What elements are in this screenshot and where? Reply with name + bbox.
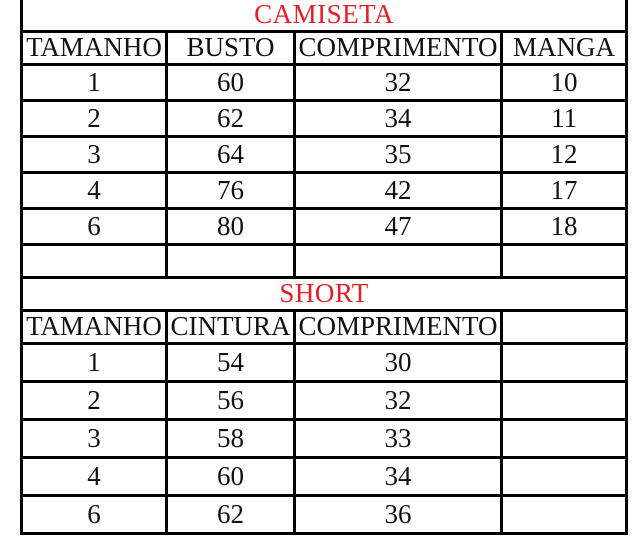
table-row: 3 58 33	[20, 417, 629, 459]
cell	[499, 379, 629, 421]
cell: 12	[499, 134, 629, 174]
cell: 34	[293, 455, 503, 497]
cell: 1	[20, 341, 168, 383]
camiseta-header-tamanho: TAMANHO	[20, 29, 168, 66]
short-header-comprimento: COMPRIMENTO	[293, 308, 503, 345]
cell: 60	[165, 455, 296, 497]
cell: 2	[20, 98, 168, 138]
cell	[499, 341, 629, 383]
camiseta-header-comprimento: COMPRIMENTO	[293, 29, 503, 66]
camiseta-title-row: CAMISETA	[19, 0, 629, 33]
short-title-row: SHORT	[19, 275, 629, 312]
table-row: 4 60 34	[20, 455, 629, 497]
short-header-blank	[499, 308, 629, 345]
short-header-cintura: CINTURA	[165, 308, 296, 345]
cell: 58	[165, 417, 296, 459]
cell: 34	[293, 98, 503, 138]
cell	[165, 242, 296, 279]
cell	[293, 242, 503, 279]
table-row: 3 64 35 12	[20, 134, 629, 174]
cell: 36	[293, 493, 503, 535]
cell: 17	[499, 170, 629, 210]
cell: 56	[165, 379, 296, 421]
cell: 80	[165, 206, 296, 246]
table-row: 2 56 32	[20, 379, 629, 421]
cell	[499, 242, 629, 279]
table-row: 1 60 32 10	[20, 62, 629, 102]
cell: 2	[20, 379, 168, 421]
camiseta-header-row: TAMANHO BUSTO COMPRIMENTO MANGA	[20, 29, 629, 66]
cell: 30	[293, 341, 503, 383]
cell	[499, 417, 629, 459]
cell: 3	[20, 417, 168, 459]
table-row: 6 62 36	[20, 493, 629, 535]
cell: 10	[499, 62, 629, 102]
cell: 6	[20, 206, 168, 246]
cell: 32	[293, 379, 503, 421]
cell: 62	[165, 98, 296, 138]
cell	[499, 455, 629, 497]
short-header-tamanho: TAMANHO	[20, 308, 168, 345]
cell: 47	[293, 206, 503, 246]
cell: 62	[165, 493, 296, 535]
table-row: 4 76 42 17	[20, 170, 629, 210]
cell	[20, 242, 168, 279]
cell: 4	[20, 170, 168, 210]
cell: 76	[165, 170, 296, 210]
cell: 4	[20, 455, 168, 497]
table-row: 6 80 47 18	[20, 206, 629, 246]
size-chart-table: CAMISETA TAMANHO BUSTO COMPRIMENTO MANGA…	[19, 0, 629, 535]
cell: 6	[20, 493, 168, 535]
cell: 11	[499, 98, 629, 138]
cell: 33	[293, 417, 503, 459]
empty-row	[20, 242, 629, 279]
cell: 54	[165, 341, 296, 383]
cell: 3	[20, 134, 168, 174]
cell: 60	[165, 62, 296, 102]
short-section-title: SHORT	[19, 275, 629, 312]
table-row: 1 54 30	[20, 341, 629, 383]
cell: 1	[20, 62, 168, 102]
camiseta-section-title: CAMISETA	[19, 0, 629, 33]
cell: 32	[293, 62, 503, 102]
cell: 35	[293, 134, 503, 174]
table-row: 2 62 34 11	[20, 98, 629, 138]
cell: 64	[165, 134, 296, 174]
camiseta-header-busto: BUSTO	[165, 29, 296, 66]
cell: 42	[293, 170, 503, 210]
camiseta-header-manga: MANGA	[499, 29, 629, 66]
short-header-row: TAMANHO CINTURA COMPRIMENTO	[20, 308, 629, 345]
cell	[499, 493, 629, 535]
cell: 18	[499, 206, 629, 246]
